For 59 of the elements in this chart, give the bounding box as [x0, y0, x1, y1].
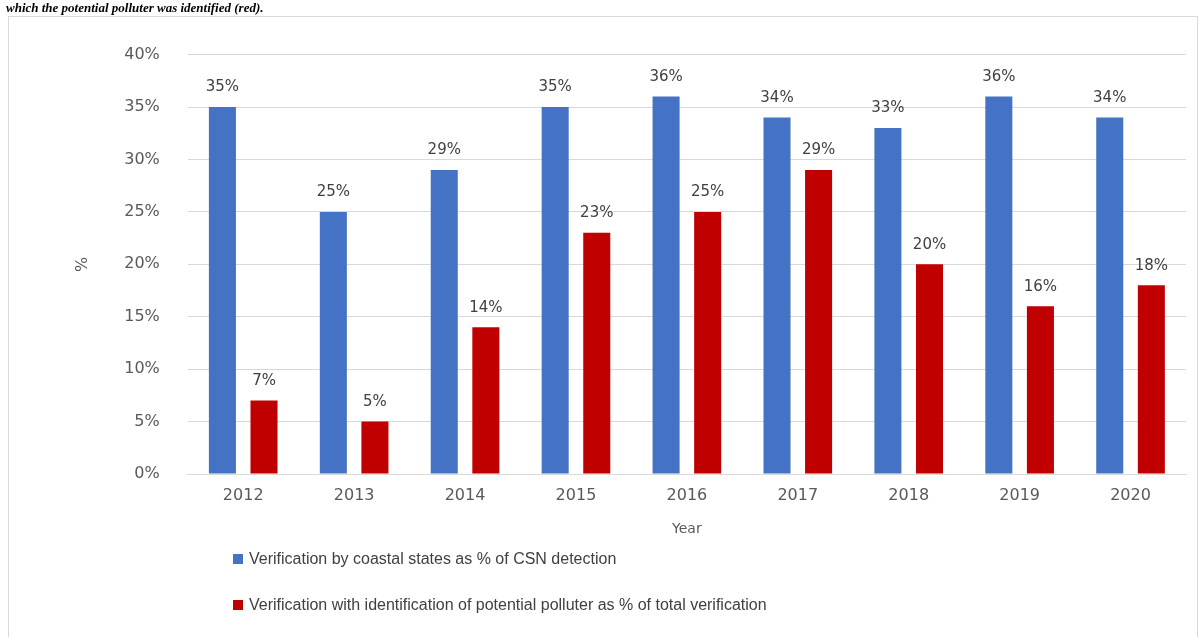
bar	[805, 169, 833, 474]
y-tick-label: 0%	[134, 463, 160, 483]
data-label: 33%	[871, 98, 905, 117]
bar	[763, 117, 791, 474]
bar	[652, 96, 680, 474]
x-tick-label: 2018	[888, 484, 930, 504]
x-tick-label: 2015	[555, 484, 597, 504]
x-tick-label: 2019	[999, 484, 1040, 504]
y-tick-label: 20%	[124, 253, 160, 273]
bar	[874, 128, 902, 474]
x-tick-label: 2020	[1110, 484, 1151, 504]
bar	[1026, 306, 1054, 474]
y-tick-label: 15%	[124, 305, 160, 325]
bar	[985, 96, 1013, 474]
bar	[694, 211, 722, 474]
bar	[1096, 117, 1124, 474]
y-tick-label: 40%	[124, 43, 160, 63]
bar	[250, 400, 278, 474]
data-label: 25%	[316, 182, 351, 201]
data-label: 35%	[205, 77, 240, 96]
bar	[319, 211, 347, 474]
x-tick-label: 2014	[444, 484, 486, 504]
x-tick-label: 2016	[666, 484, 708, 504]
bar	[915, 264, 944, 474]
data-label: 5%	[363, 391, 387, 410]
bar	[208, 107, 236, 474]
data-label: 14%	[469, 297, 503, 316]
x-tick-label: 2013	[333, 484, 375, 504]
bar	[361, 421, 389, 474]
data-label: 29%	[801, 140, 836, 159]
data-label: 34%	[1093, 87, 1127, 106]
x-axis-title: Year	[671, 520, 702, 537]
data-label: 23%	[580, 203, 614, 222]
y-tick-label: 30%	[124, 148, 160, 168]
data-label: 34%	[760, 87, 794, 106]
data-label: 18%	[1134, 255, 1169, 274]
text: which the potential polluter was identified (red).	[6, 0, 264, 15]
x-tick-label: 2012	[222, 484, 264, 504]
data-label: 7%	[252, 371, 276, 389]
legend-label: Verification with identification of potential polluter as % of total verification	[249, 596, 767, 614]
x-tick-label: 2017	[777, 484, 819, 504]
bar	[583, 232, 611, 474]
y-tick-label: 35%	[124, 96, 160, 116]
y-axis-title: %	[71, 256, 91, 272]
bar	[1137, 285, 1165, 474]
bar	[541, 107, 569, 474]
y-tick-label: 5%	[134, 410, 160, 430]
bar	[430, 169, 458, 474]
data-label: 36%	[982, 66, 1016, 85]
data-label: 36%	[649, 66, 683, 85]
data-label: 25%	[691, 182, 725, 201]
legend-label: Verification by coastal states as % of CSN detection	[249, 550, 617, 568]
data-label: 29%	[427, 140, 461, 159]
y-tick-label: 25%	[124, 201, 160, 221]
data-label: 35%	[538, 77, 572, 96]
data-label: 20%	[912, 234, 947, 253]
data-label: 16%	[1023, 276, 1058, 295]
y-tick-label: 10%	[124, 358, 160, 378]
bar	[472, 327, 500, 474]
